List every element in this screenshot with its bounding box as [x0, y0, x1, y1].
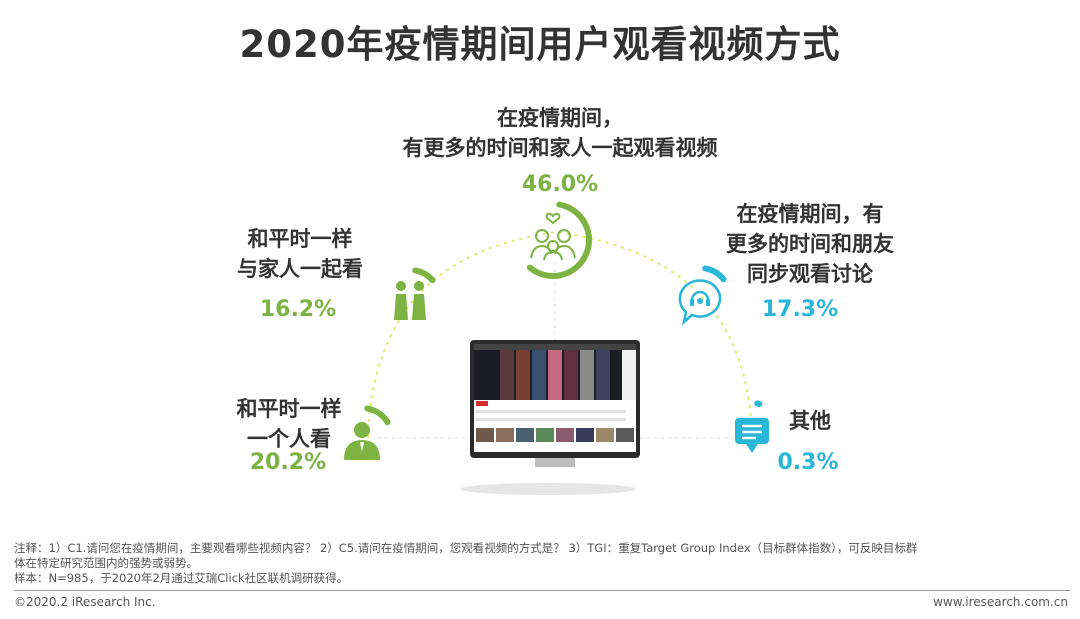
label-friends-sync: 在疫情期间，有 更多的时间和朋友 同步观看讨论	[726, 202, 894, 286]
value-with-family-as-usual: 16.2%	[259, 297, 337, 322]
chart-canvas	[344, 201, 769, 495]
value-friends-sync: 17.3%	[761, 297, 839, 322]
value-alone-as-usual: 20.2%	[249, 450, 327, 475]
connector-arc	[367, 230, 753, 439]
message-icon	[735, 418, 769, 453]
footer-divider	[14, 590, 1070, 591]
chat-bubble-icon	[678, 279, 722, 326]
footnote: 注释：1）C1.请问您在疫情期间，主要观看哪些视频内容？ 2）C5.请问在疫情期…	[14, 541, 918, 585]
couple-icon	[394, 281, 426, 320]
family-icon	[530, 212, 576, 261]
value-other: 0.3%	[777, 450, 839, 475]
value-arc-with-family	[412, 267, 436, 284]
value-arc-alone	[364, 405, 391, 426]
person-icon	[344, 422, 380, 460]
label-with-family-as-usual: 和平时一样 与家人一起看	[237, 227, 363, 281]
value-arc-friends-sync	[702, 265, 727, 283]
website-text: www.iresearch.com.cn	[933, 595, 1068, 609]
value-family-more-time: 46.0%	[521, 172, 599, 197]
monitor-illustration	[460, 340, 640, 495]
copyright-text: ©2020.2 iResearch Inc.	[14, 595, 156, 609]
label-alone-as-usual: 和平时一样 一个人看	[236, 397, 342, 451]
label-family-more-time: 在疫情期间， 有更多的时间和家人一起观看视频	[402, 106, 718, 160]
value-arc-family-more-time	[526, 201, 592, 279]
label-other: 其他	[789, 409, 831, 433]
page-title: 2020年疫情期间用户观看视频方式	[239, 23, 841, 66]
value-arcs	[364, 201, 763, 426]
